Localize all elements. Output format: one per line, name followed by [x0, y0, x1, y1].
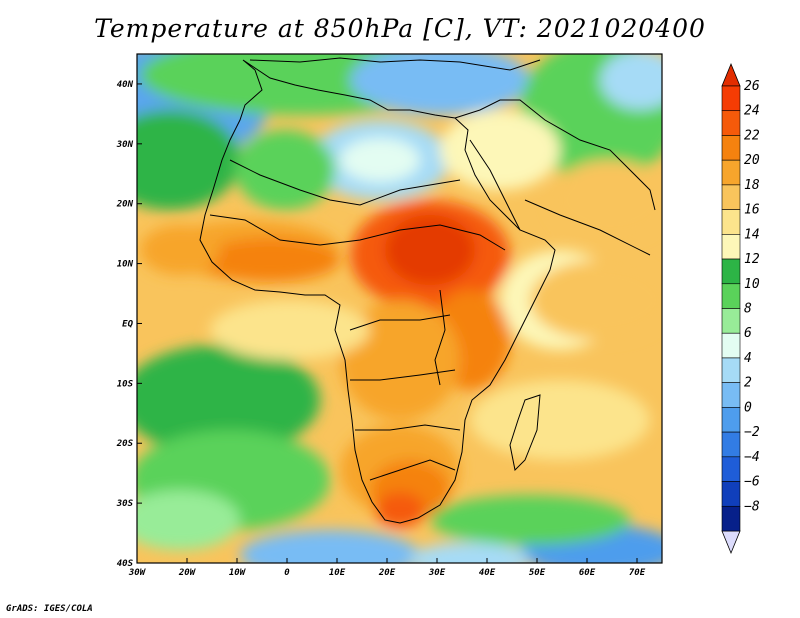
- y-axis: 40N 30N 20N 10N EQ 10S 20S 30S 40S: [116, 80, 142, 569]
- colorbar-swatch: [721, 357, 741, 383]
- grads-credit: GrADS: IGES/COLA: [6, 604, 93, 614]
- x-tick-label: 40E: [479, 568, 496, 578]
- x-tick-label: 50E: [529, 568, 546, 578]
- y-tick-label: 10N: [117, 260, 134, 270]
- colorbar-label: −4: [744, 450, 760, 465]
- colorbar-swatch: [721, 159, 741, 186]
- y-tick-label: 20S: [116, 439, 134, 449]
- colorbar-swatch: [721, 85, 741, 112]
- colorbar-label: 16: [744, 203, 760, 218]
- colorbar-label: 8: [744, 302, 752, 317]
- colorbar-label: 2: [744, 376, 752, 391]
- x-tick-label: 10E: [329, 568, 346, 578]
- colorbar-swatch: [721, 382, 741, 408]
- colorbar-label: 0: [744, 400, 752, 415]
- y-tick-label: 10S: [117, 379, 134, 389]
- y-tick-label: 40N: [117, 80, 134, 90]
- colorbar-label: −2: [744, 425, 760, 440]
- colorbar-label: −6: [744, 475, 760, 490]
- map-title: Temperature at 850hPa [C], VT: 202102040…: [94, 14, 706, 43]
- colorbar-label: 24: [744, 104, 760, 119]
- y-tick-label: 20N: [116, 200, 134, 210]
- colorbar-swatch: [721, 505, 741, 532]
- x-tick-label: 60E: [579, 568, 596, 578]
- y-tick-label: 40S: [117, 559, 134, 569]
- y-tick-label: EQ: [122, 319, 133, 329]
- colorbar-swatch: [721, 209, 741, 235]
- colorbar-swatch: [721, 431, 741, 458]
- colorbar-label: 18: [744, 178, 760, 193]
- plot-frame: [136, 53, 663, 564]
- x-tick-label: 30W: [128, 568, 147, 578]
- x-tick-label: 70E: [629, 568, 646, 578]
- colorbar-label: 10: [744, 277, 760, 292]
- colorbar-label: 14: [744, 227, 760, 242]
- colorbar-label: 12: [744, 252, 760, 267]
- colorbar-label: −8: [744, 499, 760, 514]
- colorbar-label: 6: [744, 326, 752, 341]
- y-tick-label: 30S: [116, 499, 134, 509]
- colorbar-swatch: [721, 135, 741, 161]
- colorbar-swatch: [721, 456, 741, 482]
- x-tick-label: 20E: [378, 568, 396, 578]
- colorbar-swatch: [721, 110, 741, 136]
- colorbar-swatch: [721, 283, 741, 309]
- colorbar-bottom-arrow: [721, 530, 741, 555]
- colorbar-swatch: [721, 332, 741, 359]
- colorbar-label: 4: [744, 351, 752, 366]
- y-tick-label: 30N: [116, 140, 134, 150]
- x-tick-label: 30E: [428, 568, 446, 578]
- temperature-field: [137, 54, 662, 563]
- colorbar-swatch: [721, 258, 741, 285]
- colorbar-swatch: [721, 407, 741, 433]
- colorbar-swatch: [721, 308, 741, 334]
- colorbar-swatch: [721, 234, 741, 260]
- x-axis: 30W 20W 10W 0 10E 20E 30E 40E 50E 60E 70E: [128, 558, 646, 578]
- colorbar-swatch: [721, 184, 741, 210]
- colorbar-label: 20: [744, 153, 760, 168]
- coastlines: [199, 57, 656, 524]
- colorbar-top-arrow: [721, 62, 741, 87]
- colorbar-swatch: [721, 481, 741, 507]
- x-tick-label: 0: [284, 568, 290, 578]
- x-tick-label: 10W: [229, 568, 247, 578]
- colorbar-label: 22: [744, 128, 760, 143]
- colorbar-label: 26: [744, 79, 760, 94]
- x-tick-label: 20W: [178, 568, 197, 578]
